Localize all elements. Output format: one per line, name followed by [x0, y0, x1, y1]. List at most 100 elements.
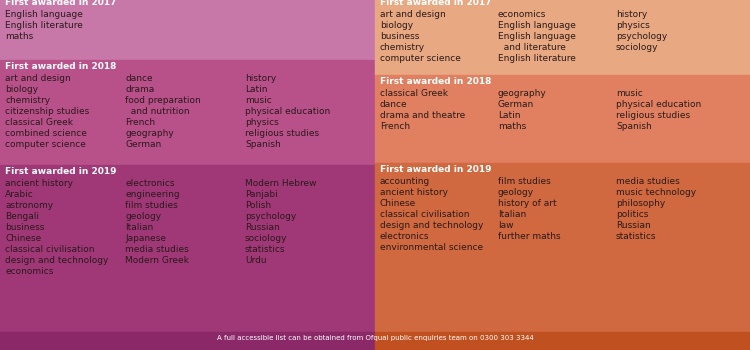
Text: chemistry: chemistry: [380, 43, 425, 52]
Text: Modern Hebrew: Modern Hebrew: [245, 179, 316, 188]
Text: philosophy: philosophy: [616, 199, 665, 208]
Text: Italian: Italian: [125, 223, 153, 232]
Text: French: French: [125, 118, 155, 127]
Text: drama and theatre: drama and theatre: [380, 111, 465, 120]
Text: English language: English language: [5, 10, 82, 19]
Text: ancient history: ancient history: [380, 188, 448, 197]
Text: sociology: sociology: [616, 43, 658, 52]
Text: First awarded in 2018: First awarded in 2018: [5, 62, 116, 71]
Text: biology: biology: [380, 21, 413, 30]
Bar: [0, 60, 375, 165]
Text: Bengali: Bengali: [5, 212, 39, 221]
Text: engineering: engineering: [125, 190, 180, 199]
Text: Spanish: Spanish: [245, 140, 280, 149]
Text: geography: geography: [125, 129, 174, 138]
Text: electronics: electronics: [125, 179, 175, 188]
Text: computer science: computer science: [380, 54, 460, 63]
Bar: [375, 163, 750, 332]
Text: Urdu: Urdu: [245, 256, 267, 265]
Text: First awarded in 2019: First awarded in 2019: [380, 165, 491, 174]
Text: Russian: Russian: [616, 221, 651, 230]
Bar: [375, 0, 750, 75]
Text: Chinese: Chinese: [380, 199, 416, 208]
Text: Russian: Russian: [245, 223, 280, 232]
Text: geology: geology: [125, 212, 161, 221]
Text: Chinese: Chinese: [5, 234, 41, 243]
Text: geography: geography: [498, 89, 547, 98]
Text: classical Greek: classical Greek: [5, 118, 73, 127]
Text: and literature: and literature: [498, 43, 566, 52]
Text: physics: physics: [616, 21, 650, 30]
Text: English language: English language: [498, 21, 576, 30]
Text: film studies: film studies: [498, 177, 550, 186]
Text: First awarded in 2017: First awarded in 2017: [380, 0, 491, 7]
Text: dance: dance: [380, 100, 408, 109]
Text: accounting: accounting: [380, 177, 430, 186]
Text: politics: politics: [616, 210, 648, 219]
Text: classical civilisation: classical civilisation: [380, 210, 470, 219]
Text: First awarded in 2019: First awarded in 2019: [5, 167, 116, 176]
Text: First awarded in 2018: First awarded in 2018: [380, 77, 491, 86]
Text: design and technology: design and technology: [5, 256, 108, 265]
Text: religious studies: religious studies: [616, 111, 690, 120]
Text: film studies: film studies: [125, 201, 178, 210]
Text: English literature: English literature: [498, 54, 576, 63]
Text: maths: maths: [498, 122, 526, 131]
Text: statistics: statistics: [245, 245, 286, 254]
Text: electronics: electronics: [380, 232, 430, 241]
Text: citizenship studies: citizenship studies: [5, 107, 89, 116]
Bar: [375, 332, 750, 350]
Text: classical civilisation: classical civilisation: [5, 245, 94, 254]
Text: sociology: sociology: [245, 234, 287, 243]
Bar: [0, 165, 375, 332]
Text: computer science: computer science: [5, 140, 86, 149]
Text: and nutrition: and nutrition: [125, 107, 190, 116]
Bar: [375, 75, 750, 163]
Text: psychology: psychology: [245, 212, 296, 221]
Text: economics: economics: [5, 267, 53, 276]
Text: Modern Greek: Modern Greek: [125, 256, 189, 265]
Text: English language: English language: [498, 32, 576, 41]
Text: dance: dance: [125, 74, 153, 83]
Text: Latin: Latin: [245, 85, 268, 94]
Text: further maths: further maths: [498, 232, 560, 241]
Text: art and design: art and design: [380, 10, 446, 19]
Text: history: history: [616, 10, 647, 19]
Text: Latin: Latin: [498, 111, 520, 120]
Text: design and technology: design and technology: [380, 221, 483, 230]
Text: Arabic: Arabic: [5, 190, 34, 199]
Text: physics: physics: [245, 118, 279, 127]
Text: maths: maths: [5, 32, 33, 41]
Text: drama: drama: [125, 85, 154, 94]
Text: classical Greek: classical Greek: [380, 89, 448, 98]
Text: Spanish: Spanish: [616, 122, 652, 131]
Text: statistics: statistics: [616, 232, 656, 241]
Text: French: French: [380, 122, 410, 131]
Text: combined science: combined science: [5, 129, 87, 138]
Text: music technology: music technology: [616, 188, 696, 197]
Text: German: German: [125, 140, 161, 149]
Text: ancient history: ancient history: [5, 179, 73, 188]
Text: astronomy: astronomy: [5, 201, 53, 210]
Text: history: history: [245, 74, 276, 83]
Bar: [0, 332, 375, 350]
Text: music: music: [245, 96, 272, 105]
Text: religious studies: religious studies: [245, 129, 320, 138]
Text: A full accessible list can be obtained from Ofqual public enquiries team on 0300: A full accessible list can be obtained f…: [217, 335, 533, 341]
Text: physical education: physical education: [616, 100, 701, 109]
Text: geology: geology: [498, 188, 534, 197]
Text: Panjabi: Panjabi: [245, 190, 278, 199]
Text: music: music: [616, 89, 643, 98]
Text: Polish: Polish: [245, 201, 272, 210]
Text: psychology: psychology: [616, 32, 668, 41]
Text: First awarded in 2017: First awarded in 2017: [5, 0, 116, 7]
Text: law: law: [498, 221, 514, 230]
Text: food preparation: food preparation: [125, 96, 201, 105]
Text: Italian: Italian: [498, 210, 526, 219]
Bar: [0, 0, 375, 60]
Text: business: business: [5, 223, 44, 232]
Text: English literature: English literature: [5, 21, 82, 30]
Text: history of art: history of art: [498, 199, 556, 208]
Text: German: German: [498, 100, 534, 109]
Text: business: business: [380, 32, 419, 41]
